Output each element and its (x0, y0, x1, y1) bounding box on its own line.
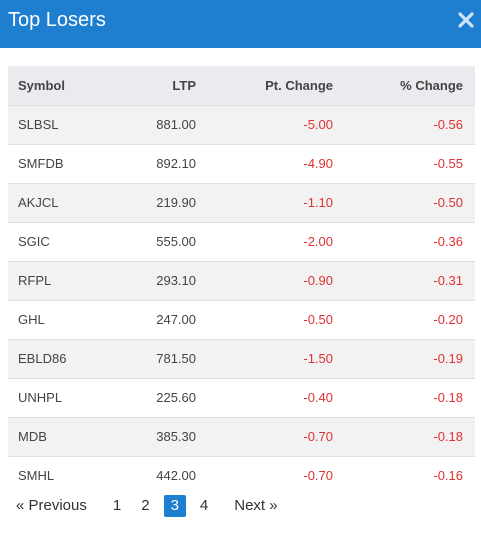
modal-title: Top Losers (8, 9, 106, 31)
table-row[interactable]: RFPL 293.10 -0.90 -0.31 (8, 261, 475, 300)
ltp-cell: 881.00 (156, 117, 196, 132)
pt-change-cell: -0.70 (303, 429, 333, 444)
pct-change-cell: -0.31 (433, 273, 463, 288)
column-header-ltp[interactable]: LTP (172, 77, 196, 93)
modal-header: Top Losers (0, 0, 481, 48)
pt-change-cell: -0.40 (303, 390, 333, 405)
pt-change-cell: -0.70 (303, 468, 333, 484)
pt-change-cell: -2.00 (303, 234, 333, 249)
pt-change-cell: -1.10 (303, 195, 333, 210)
ltp-cell: 247.00 (156, 312, 196, 327)
table-row[interactable]: SMFDB 892.10 -4.90 -0.55 (8, 144, 475, 183)
pct-change-cell: -0.18 (433, 429, 463, 444)
symbol-cell: MDB (18, 429, 47, 444)
column-header-pt-change[interactable]: Pt. Change (265, 77, 333, 93)
previous-page-link[interactable]: « Previous (16, 497, 87, 514)
pct-change-cell: -0.16 (433, 468, 463, 484)
page-link-2[interactable]: 2 (141, 497, 150, 514)
page-link-4[interactable]: 4 (199, 497, 209, 514)
ltp-cell: 219.90 (156, 195, 196, 210)
ltp-cell: 225.60 (156, 390, 196, 405)
pct-change-cell: -0.36 (433, 234, 463, 249)
pagination: « Previous 1 2 3 4 Next » (10, 494, 284, 518)
symbol-cell: SGIC (18, 234, 50, 249)
table-body: SLBSL 881.00 -5.00 -0.56 SMFDB 892.10 -4.90 -0.… (8, 105, 475, 495)
symbol-cell: SLBSL (18, 117, 59, 132)
close-icon (458, 12, 474, 28)
symbol-cell: EBLD86 (18, 351, 67, 366)
table-row[interactable]: MDB 385.30 -0.70 -0.18 (8, 417, 475, 456)
top-losers-table: Symbol LTP Pt. Change % Change SLBSL 881.… (8, 66, 475, 495)
pt-change-cell: -0.50 (303, 312, 333, 327)
close-button[interactable] (455, 9, 477, 31)
pct-change-cell: -0.50 (433, 195, 463, 210)
ltp-cell: 385.30 (156, 429, 196, 444)
ltp-cell: 442.00 (156, 468, 196, 484)
page-link-1[interactable]: 1 (112, 497, 122, 514)
table-row[interactable]: EBLD86 781.50 -1.50 -0.19 (8, 339, 475, 378)
pct-change-cell: -0.20 (433, 312, 463, 327)
page-link-3-active[interactable]: 3 (163, 495, 186, 517)
table-row[interactable]: SGIC 555.00 -2.00 -0.36 (8, 222, 475, 261)
pct-change-cell: -0.19 (433, 351, 463, 366)
next-page-link[interactable]: Next » (234, 497, 278, 514)
symbol-cell: UNHPL (18, 390, 63, 405)
symbol-cell: GHL (18, 312, 45, 327)
column-header-symbol[interactable]: Symbol (18, 77, 65, 93)
symbol-cell: RFPL (18, 273, 52, 288)
ltp-cell: 892.10 (156, 156, 196, 171)
ltp-cell: 293.10 (156, 273, 196, 288)
pt-change-cell: -5.00 (303, 117, 333, 132)
column-header-pct-change[interactable]: % Change (400, 77, 463, 93)
ltp-cell: 555.00 (156, 234, 196, 249)
table-row[interactable]: SLBSL 881.00 -5.00 -0.56 (8, 105, 475, 144)
symbol-cell: AKJCL (18, 195, 59, 210)
table-row[interactable]: GHL 247.00 -0.50 -0.20 (8, 300, 475, 339)
pct-change-cell: -0.55 (433, 156, 463, 171)
table-row[interactable]: AKJCL 219.90 -1.10 -0.50 (8, 183, 475, 222)
symbol-cell: SMHL (18, 468, 55, 484)
pt-change-cell: -1.50 (303, 351, 333, 366)
ltp-cell: 781.50 (156, 351, 196, 366)
pct-change-cell: -0.56 (433, 117, 463, 132)
table-row[interactable]: UNHPL 225.60 -0.40 -0.18 (8, 378, 475, 417)
pt-change-cell: -4.90 (303, 156, 333, 171)
pct-change-cell: -0.18 (433, 390, 463, 405)
symbol-cell: SMFDB (18, 156, 64, 171)
table-row[interactable]: SMHL 442.00 -0.70 -0.16 (8, 456, 475, 495)
pt-change-cell: -0.90 (303, 273, 333, 288)
table-header-row: Symbol LTP Pt. Change % Change (8, 66, 475, 105)
